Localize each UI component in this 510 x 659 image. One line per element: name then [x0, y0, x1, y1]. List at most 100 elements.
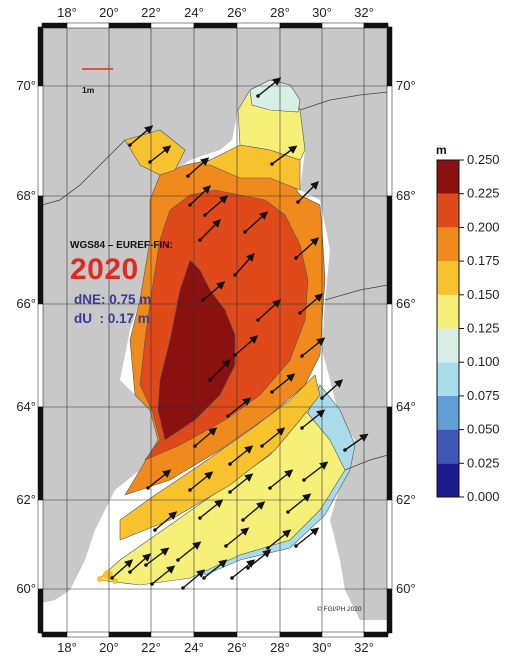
frame-bar: [66, 631, 110, 638]
velocity-arrow: [234, 252, 255, 276]
velocity-arrow: [299, 293, 324, 314]
frame-bar: [150, 631, 195, 638]
velocity-arrow: [111, 559, 134, 579]
frame-bar: [41, 631, 68, 638]
station-point: [296, 200, 300, 204]
frame-bar: [108, 631, 152, 638]
colorbar-unit: m: [436, 143, 447, 157]
frame-bar: [321, 22, 365, 29]
colorbar-band: [437, 463, 459, 497]
frame-bar: [279, 22, 323, 29]
lon-tick-label: 32°: [354, 640, 374, 655]
colorbar-tick-label: 0.100: [467, 354, 500, 369]
uplift-bands: [97, 79, 356, 586]
lon-tick-label: 24°: [184, 640, 204, 655]
velocity-arrow: [225, 527, 250, 547]
station-point: [176, 558, 180, 562]
velocity-arrow: [149, 145, 172, 163]
colorbar-tick-label: 0.150: [467, 287, 500, 302]
velocity-arrow: [203, 559, 228, 579]
station-point: [241, 518, 245, 522]
velocity-arrow: [271, 373, 296, 393]
velocity-arrow: [321, 379, 344, 399]
colorbar-tick-label: 0.225: [467, 186, 500, 201]
station-point: [270, 162, 274, 166]
colorbar-tick-label: 0.050: [467, 422, 500, 437]
velocity-arrow: [301, 337, 326, 357]
frame-bar: [37, 499, 44, 590]
station-point: [128, 570, 132, 574]
frame-bar: [37, 85, 44, 197]
station-point: [224, 544, 228, 548]
lat-tick-label: 62°: [16, 492, 36, 507]
velocity-arrow: [129, 125, 154, 146]
colorbar-band: [437, 362, 459, 396]
station-point: [181, 586, 185, 590]
colorbar-tick-label: 0.200: [467, 219, 500, 234]
frame-bar: [37, 195, 44, 305]
velocity-arrow: [234, 335, 259, 356]
velocity-arrow: [229, 473, 254, 493]
station-point: [268, 486, 272, 490]
frame-bar: [386, 26, 393, 87]
frame-bar: [41, 22, 68, 29]
station-point: [198, 516, 202, 520]
velocity-arrow: [199, 499, 224, 519]
station-point: [294, 256, 298, 260]
lon-tick-label: 22°: [141, 5, 161, 20]
frame-bar: [321, 631, 365, 638]
lat-tick-label: 68°: [16, 188, 36, 203]
lon-tick-label: 26°: [227, 5, 247, 20]
colorbar-band: [437, 429, 459, 464]
colorbar-band: [437, 294, 459, 329]
station-point: [150, 582, 154, 586]
lon-tick-label: 24°: [184, 5, 204, 20]
station-point: [343, 448, 347, 452]
colorbar-tick-label: 0.075: [467, 388, 500, 403]
station-point: [203, 213, 207, 217]
lon-tick-label: 18°: [57, 640, 77, 655]
station-point: [286, 510, 290, 514]
dne-stat: dNE: 0.75 m: [74, 292, 152, 307]
station-point: [226, 414, 230, 418]
colorbar-band: [437, 261, 459, 295]
station-point: [243, 230, 247, 234]
northwest-arm: [124, 129, 186, 176]
station-point: [186, 174, 190, 178]
station-point: [193, 444, 197, 448]
du-stat: dU : 0.17 m: [74, 311, 150, 326]
velocity-arrow: [187, 157, 210, 177]
colorbar-tick-label: 0.025: [467, 455, 500, 470]
frame-bar: [386, 85, 393, 197]
country-borders: [41, 91, 389, 471]
band-0225: [157, 259, 236, 441]
velocity-arrow: [287, 493, 312, 513]
lat-tick-label: 66°: [16, 296, 36, 311]
station-point: [266, 546, 270, 550]
station-point: [302, 478, 306, 482]
lat-tick-label: 62°: [396, 492, 416, 507]
lat-tick-label: 64°: [16, 399, 36, 414]
frame-bar: [236, 631, 281, 638]
frame-bar: [363, 22, 389, 29]
station-point: [228, 490, 232, 494]
neighbouring-land: [42, 27, 388, 620]
colorbar-band: [437, 328, 459, 363]
frame-bar: [386, 195, 393, 305]
velocity-arrow: [177, 541, 202, 561]
lon-tick-label: 22°: [141, 640, 161, 655]
velocity-arrow: [301, 409, 326, 429]
station-point: [233, 353, 237, 357]
band-0150: [119, 374, 321, 541]
station-point: [110, 576, 114, 580]
velocity-arrow: [231, 559, 256, 579]
lat-ticks-right: 70° 68° 66° 64° 62° 60°: [396, 78, 416, 596]
frame-bar: [363, 631, 389, 638]
lat-tick-label: 60°: [396, 581, 416, 596]
velocity-arrow: [271, 145, 298, 165]
frame-bar: [37, 406, 44, 501]
velocity-arrow: [145, 547, 170, 566]
station-point: [188, 203, 192, 207]
velocity-arrow: [344, 433, 369, 451]
lon-tick-label: 32°: [354, 5, 374, 20]
